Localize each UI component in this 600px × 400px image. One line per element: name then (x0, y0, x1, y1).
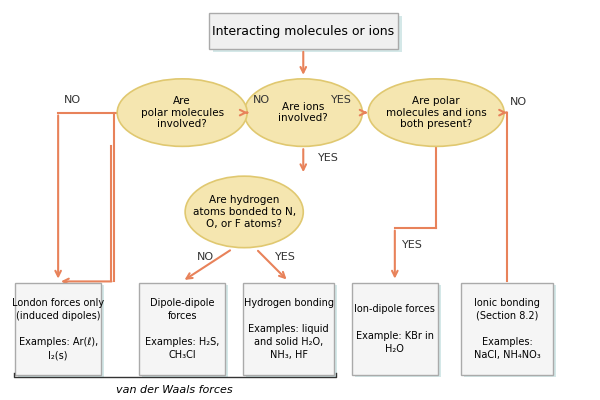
Text: NO: NO (64, 95, 81, 105)
FancyBboxPatch shape (209, 13, 398, 49)
Text: YES: YES (402, 240, 423, 250)
Text: NO: NO (511, 97, 527, 107)
Text: Dipole-dipole
forces

Examples: H₂S,
CH₃Cl: Dipole-dipole forces Examples: H₂S, CH₃C… (145, 298, 220, 360)
Text: YES: YES (275, 252, 296, 262)
Text: Hydrogen bonding

Examples: liquid
and solid H₂O,
NH₃, HF: Hydrogen bonding Examples: liquid and so… (244, 298, 334, 360)
Text: Interacting molecules or ions: Interacting molecules or ions (212, 25, 394, 38)
Text: London forces only
(induced dipoles)

Examples: Ar(ℓ),
I₂(s): London forces only (induced dipoles) Exa… (12, 298, 104, 360)
FancyBboxPatch shape (243, 284, 334, 375)
Text: Are polar
molecules and ions
both present?: Are polar molecules and ions both presen… (386, 96, 487, 129)
FancyBboxPatch shape (213, 16, 402, 52)
Text: Are ions
involved?: Are ions involved? (278, 102, 328, 124)
Text: NO: NO (253, 95, 271, 105)
Ellipse shape (117, 79, 247, 146)
Text: Are
polar molecules
involved?: Are polar molecules involved? (140, 96, 224, 129)
Text: NO: NO (197, 252, 214, 262)
FancyBboxPatch shape (142, 286, 228, 377)
Ellipse shape (185, 176, 303, 248)
Text: YES: YES (318, 153, 339, 163)
FancyBboxPatch shape (18, 286, 104, 377)
Text: YES: YES (331, 95, 352, 105)
Text: van der Waals forces: van der Waals forces (116, 385, 233, 395)
FancyBboxPatch shape (461, 284, 553, 375)
FancyBboxPatch shape (245, 286, 337, 377)
FancyBboxPatch shape (352, 284, 437, 375)
FancyBboxPatch shape (16, 284, 101, 375)
Text: Ionic bonding
(Section 8.2)

Examples:
NaCl, NH₄NO₃: Ionic bonding (Section 8.2) Examples: Na… (473, 298, 541, 360)
Ellipse shape (368, 79, 504, 146)
Ellipse shape (244, 79, 362, 146)
FancyBboxPatch shape (139, 284, 225, 375)
Text: Are hydrogen
atoms bonded to N,
O, or F atoms?: Are hydrogen atoms bonded to N, O, or F … (193, 195, 296, 228)
Text: Ion-dipole forces

Example: KBr in
H₂O: Ion-dipole forces Example: KBr in H₂O (355, 304, 435, 354)
FancyBboxPatch shape (464, 286, 556, 377)
FancyBboxPatch shape (355, 286, 440, 377)
